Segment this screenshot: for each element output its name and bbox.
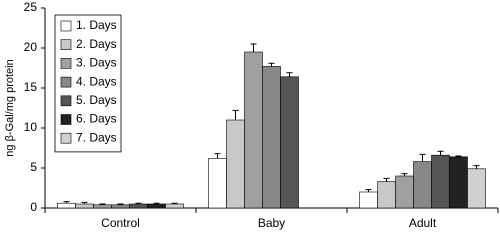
legend-swatch <box>60 95 72 107</box>
error-bar <box>473 165 480 169</box>
y-tick-label: 5 <box>30 160 37 174</box>
y-axis-label: ng β-Gal/mg protein <box>4 59 16 156</box>
error-bar <box>250 43 257 52</box>
legend-label: 4. Days <box>76 74 117 88</box>
bar <box>413 161 432 209</box>
error-bar <box>383 177 390 182</box>
legend-swatch <box>60 58 72 69</box>
bar <box>165 203 184 209</box>
bar <box>93 204 112 209</box>
legend-label: 3. Days <box>76 56 117 70</box>
error-bar <box>171 202 178 204</box>
error-bar <box>99 203 106 205</box>
bar <box>226 119 245 209</box>
legend-swatch <box>60 39 72 51</box>
error-bar <box>401 173 408 176</box>
y-tick-label: 10 <box>24 120 38 134</box>
bar <box>111 204 130 209</box>
bar <box>377 181 396 209</box>
bar <box>262 66 281 209</box>
x-tick-label: Control <box>101 216 140 230</box>
bar <box>147 203 166 209</box>
bar <box>208 158 227 209</box>
x-tick-label: Adult <box>409 216 437 230</box>
bar <box>57 202 76 209</box>
legend-swatch <box>60 20 72 32</box>
bar <box>359 191 378 209</box>
error-bar <box>117 203 124 205</box>
bar <box>244 51 263 209</box>
error-bar <box>437 150 444 156</box>
error-bar <box>214 153 221 159</box>
legend-label: 5. Days <box>76 93 117 107</box>
legend-label: 6. Days <box>76 112 117 126</box>
error-bar <box>268 62 275 67</box>
error-bar <box>419 153 426 162</box>
error-bar <box>455 155 462 157</box>
legend-label: 1. Days <box>76 18 117 32</box>
bar <box>395 175 414 209</box>
y-tick-label: 20 <box>24 40 38 54</box>
error-bar <box>81 201 88 204</box>
legend-label: 7. Days <box>76 130 117 144</box>
bar <box>75 203 94 209</box>
error-bar <box>365 189 372 192</box>
bar <box>449 156 468 209</box>
bar <box>431 154 450 209</box>
error-bar <box>63 201 70 204</box>
y-tick-label: 15 <box>24 80 38 94</box>
legend-swatch <box>60 76 72 88</box>
bar <box>467 168 486 209</box>
x-tick-label: Baby <box>258 216 285 230</box>
legend-label: 2. Days <box>76 37 117 51</box>
chart: ng β-Gal/mg protein 0 5 10 15 20 25 Control Bab… <box>4 0 499 230</box>
bar <box>280 76 299 209</box>
error-bar <box>135 202 142 204</box>
y-tick-label: 0 <box>30 200 37 214</box>
legend-swatch <box>60 132 72 144</box>
legend-swatch <box>60 114 72 125</box>
error-bar <box>286 72 293 77</box>
error-bar <box>232 109 239 120</box>
y-tick-label: 25 <box>24 0 38 14</box>
error-bar <box>153 202 160 204</box>
bar <box>129 203 148 209</box>
